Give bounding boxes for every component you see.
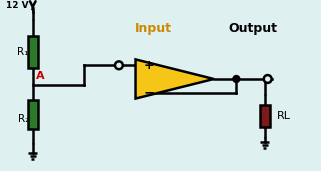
- Text: −: −: [143, 86, 155, 100]
- Text: +: +: [143, 59, 154, 72]
- Text: R₂: R₂: [18, 114, 29, 124]
- Text: Input: Input: [134, 22, 172, 35]
- Text: RL: RL: [276, 111, 291, 121]
- Bar: [28, 36, 38, 68]
- Text: 12 V: 12 V: [6, 2, 29, 10]
- Circle shape: [264, 75, 272, 83]
- Polygon shape: [135, 59, 214, 98]
- Bar: [28, 100, 38, 129]
- Circle shape: [115, 61, 123, 69]
- Text: A: A: [36, 71, 44, 81]
- Circle shape: [233, 76, 240, 82]
- Bar: [260, 105, 270, 127]
- Text: Output: Output: [229, 22, 278, 35]
- Text: R₁: R₁: [17, 47, 29, 57]
